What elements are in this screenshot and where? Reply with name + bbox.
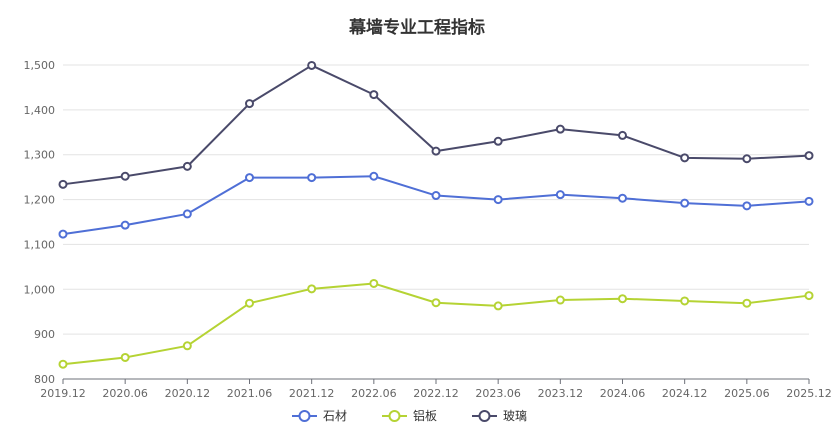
legend-item[interactable]: 玻璃 [472, 409, 527, 423]
x-tick-label: 2024.12 [662, 387, 708, 400]
data-point[interactable] [493, 136, 503, 146]
y-tick-label: 900 [34, 328, 55, 341]
data-point[interactable] [742, 154, 752, 164]
data-point[interactable] [431, 298, 441, 308]
series-line[interactable] [62, 282, 810, 366]
x-tick-label: 2019.12 [40, 387, 86, 400]
y-tick-label: 800 [34, 373, 55, 386]
x-tick-label: 2022.12 [413, 387, 459, 400]
data-point[interactable] [369, 278, 379, 288]
x-tick-label: 2021.12 [289, 387, 335, 400]
legend-label: 玻璃 [503, 409, 527, 423]
data-point[interactable] [369, 90, 379, 100]
x-tick-label: 2023.12 [538, 387, 584, 400]
data-point[interactable] [58, 359, 68, 369]
chart-title: 幕墙专业工程指标 [348, 17, 485, 38]
legend-marker-icon [388, 410, 401, 422]
data-point[interactable] [120, 171, 130, 181]
data-point[interactable] [431, 191, 441, 201]
data-point[interactable] [618, 193, 627, 203]
data-point[interactable] [369, 171, 379, 181]
series-1[interactable] [58, 171, 814, 239]
data-point[interactable] [245, 99, 254, 109]
data-point[interactable] [431, 146, 441, 156]
axes: 800 900 1,000 1,100 1,200 1,300 1,400 1,500 2019… [24, 59, 832, 400]
x-tick-label: 2022.06 [351, 387, 397, 400]
data-point[interactable] [804, 196, 814, 206]
x-tick-label: 2025.12 [786, 387, 832, 400]
series-line[interactable] [62, 175, 810, 236]
x-tick-label: 2023.06 [475, 387, 521, 400]
data-point[interactable] [307, 60, 317, 70]
data-point[interactable] [804, 291, 814, 301]
legend[interactable]: 石材 铝板 玻璃 [292, 408, 527, 423]
legend-label: 铝板 [413, 408, 437, 423]
data-point[interactable] [493, 195, 503, 205]
y-tick-label: 1,500 [24, 59, 56, 72]
legend-item[interactable]: 铝板 [382, 408, 437, 423]
data-point[interactable] [742, 201, 752, 211]
data-point[interactable] [804, 151, 814, 161]
data-point[interactable] [182, 209, 192, 219]
data-point[interactable] [555, 124, 565, 134]
x-tick-label: 2024.06 [600, 387, 646, 400]
x-tick-label: 2025.06 [724, 387, 770, 400]
y-tick-label: 1,300 [24, 149, 56, 162]
data-point[interactable] [182, 161, 192, 171]
legend-label: 石材 [323, 409, 347, 423]
x-tick-label: 2020.12 [165, 387, 211, 400]
data-point[interactable] [120, 220, 130, 230]
data-point[interactable] [493, 301, 503, 311]
legend-marker-icon [478, 410, 491, 422]
data-point[interactable] [307, 284, 317, 294]
y-tick-label: 1,200 [24, 194, 56, 207]
series-3[interactable] [58, 60, 814, 189]
data-point[interactable] [618, 130, 627, 140]
data-point[interactable] [680, 296, 690, 306]
legend-item[interactable]: 石材 [292, 409, 347, 423]
data-point[interactable] [742, 298, 752, 308]
x-tick-label: 2020.06 [102, 387, 148, 400]
data-point[interactable] [555, 295, 565, 305]
data-point[interactable] [307, 173, 317, 183]
x-tick-label: 2021.06 [227, 387, 273, 400]
data-point[interactable] [245, 298, 254, 308]
data-point[interactable] [58, 179, 68, 189]
series-2[interactable] [58, 278, 814, 369]
data-point[interactable] [182, 341, 192, 351]
data-point[interactable] [618, 294, 627, 304]
data-point[interactable] [120, 352, 130, 362]
y-tick-label: 1,400 [24, 104, 56, 117]
series-lines [58, 60, 814, 369]
y-tick-label: 1,100 [24, 238, 56, 251]
series-line[interactable] [62, 64, 810, 186]
legend-marker-icon [298, 410, 311, 422]
data-point[interactable] [680, 153, 690, 163]
data-point[interactable] [680, 198, 690, 208]
data-point[interactable] [58, 229, 68, 239]
data-point[interactable] [245, 173, 254, 183]
data-point[interactable] [555, 190, 565, 200]
y-tick-label: 1,000 [24, 283, 56, 296]
